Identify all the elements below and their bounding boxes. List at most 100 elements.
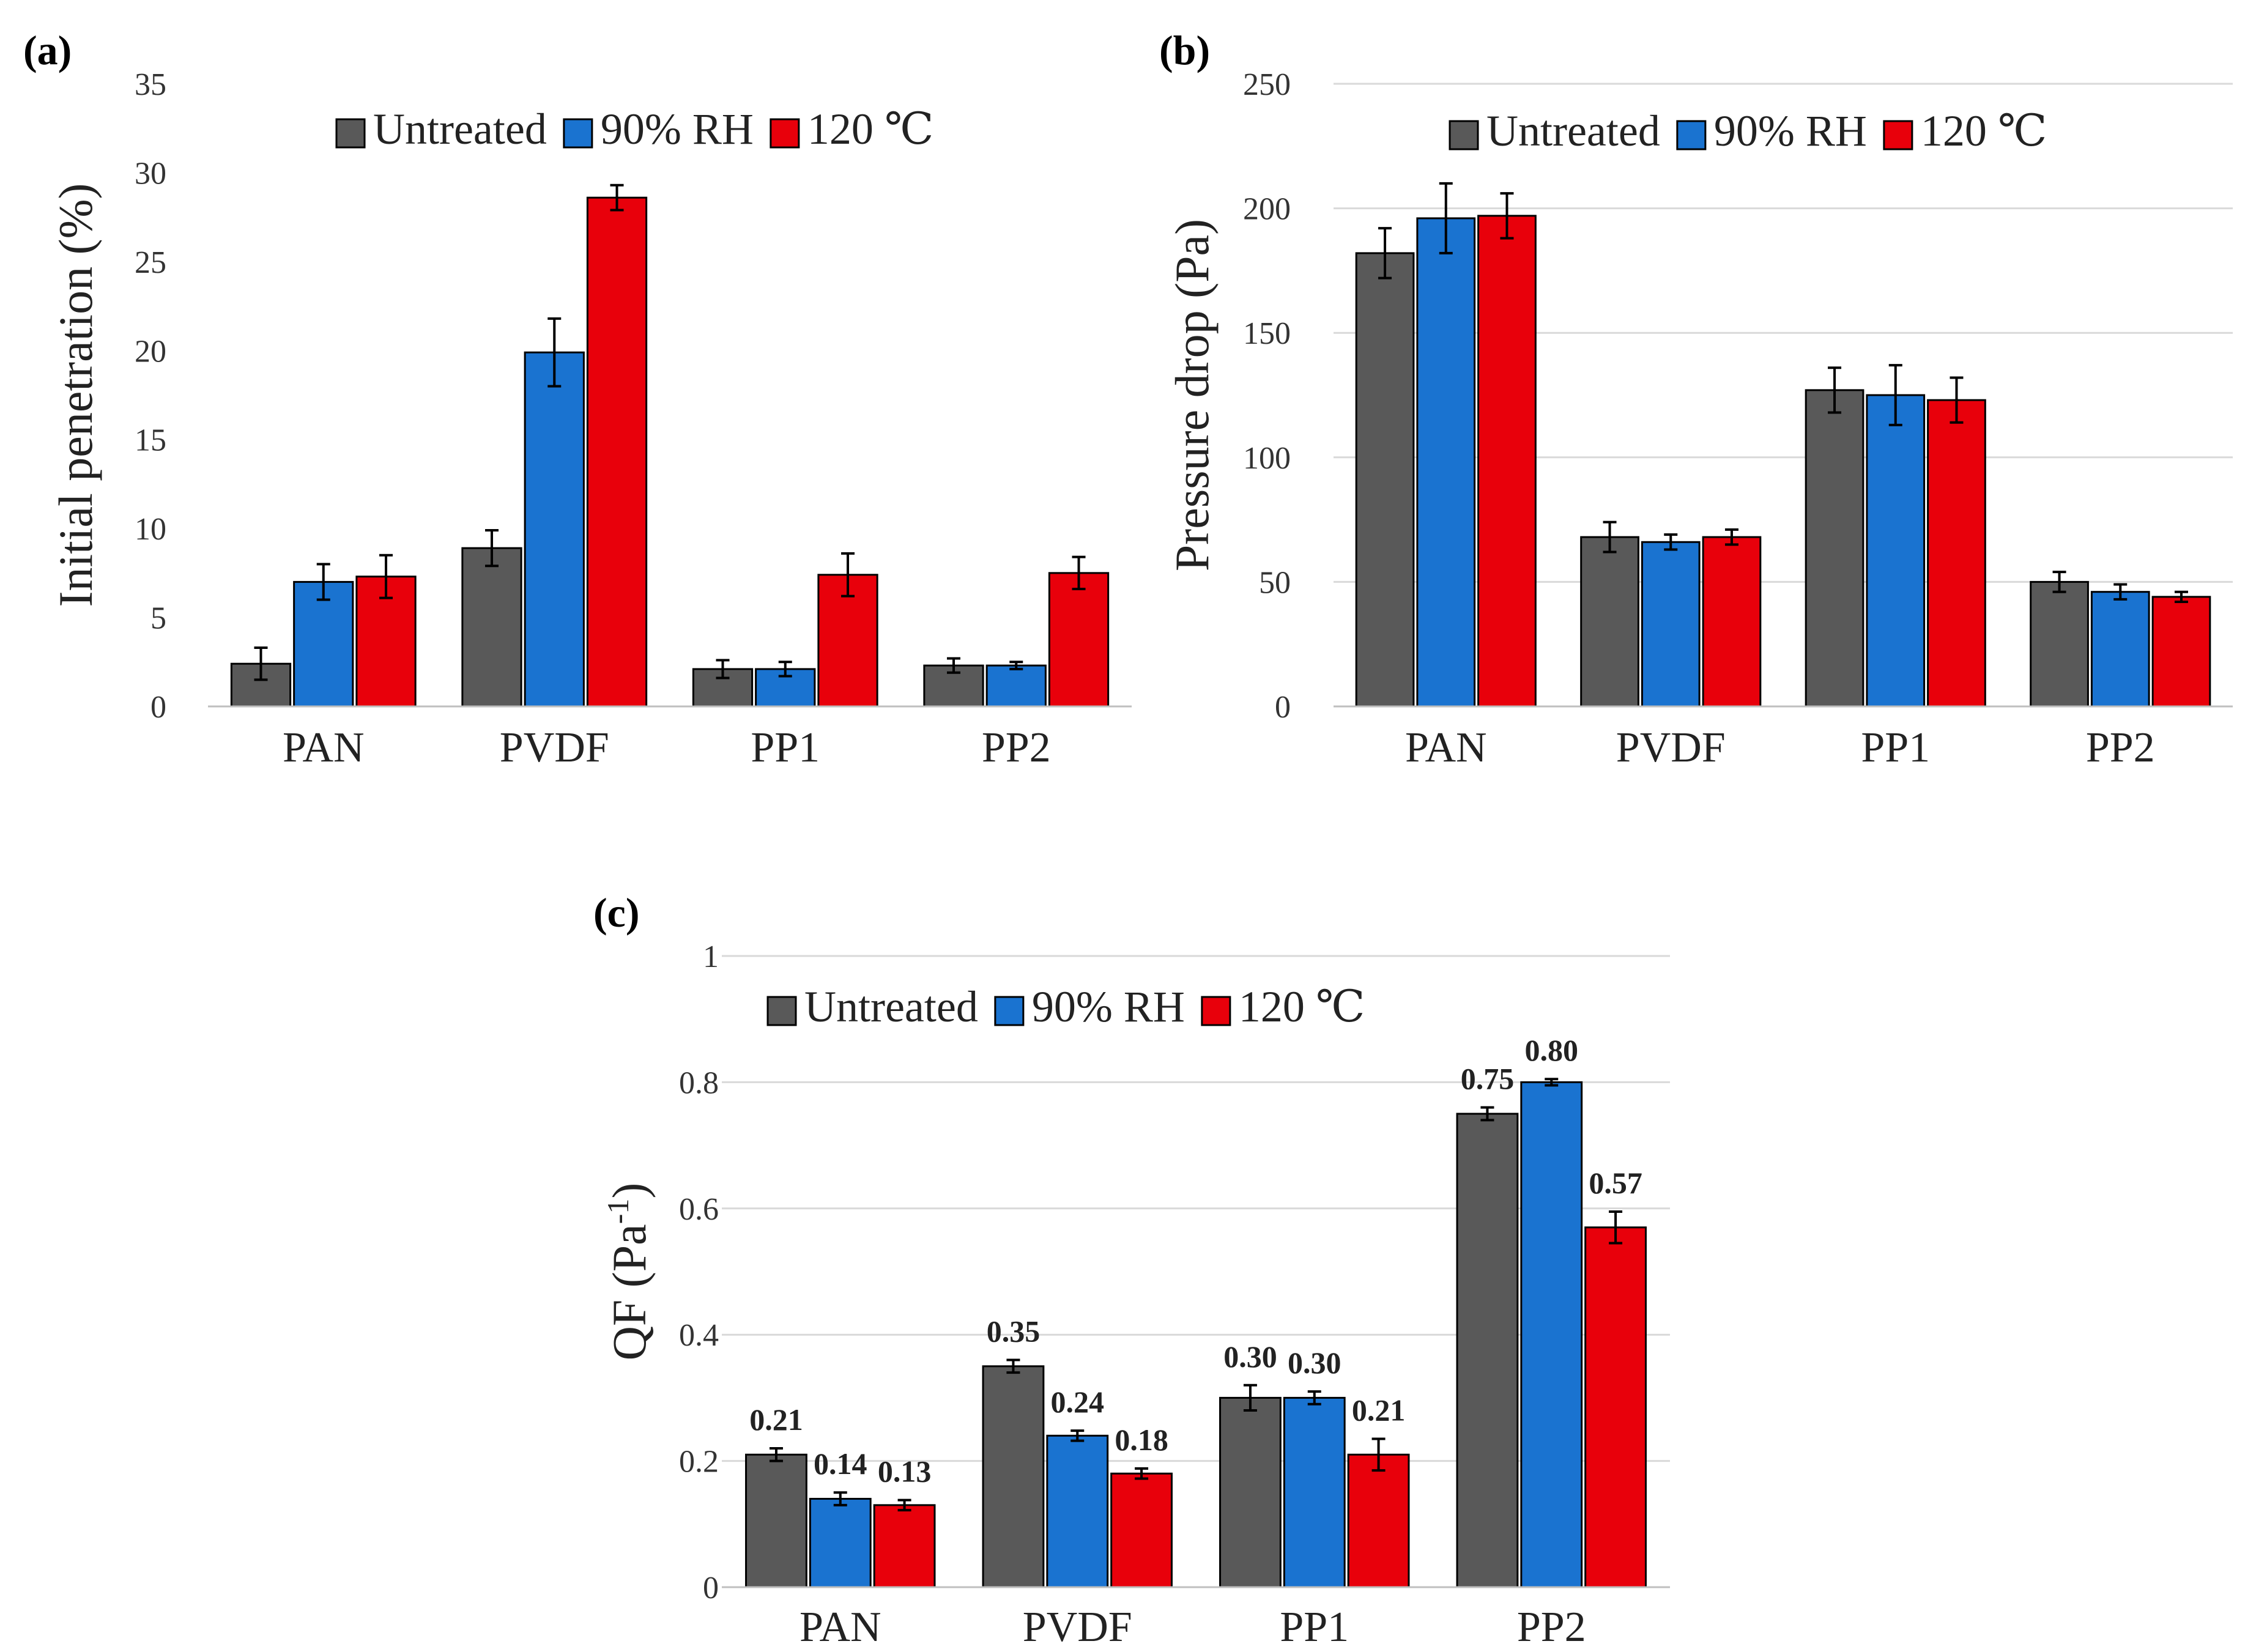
y-axis-label: Initial penetration (%) [49,183,102,607]
bar-pp1-s1 [1219,1396,1282,1588]
y-tick-label: 250 [1243,67,1291,102]
bar-pvdf-s2 [524,351,585,708]
legend-swatch-2 [1676,120,1707,150]
y-tick-label: 0 [703,1571,719,1606]
bar-pp2-s3 [1584,1226,1647,1588]
data-label: 0.24 [1051,1385,1105,1419]
panel-label: (a) [23,27,72,73]
data-label: 0.30 [1223,1339,1277,1374]
legend-label-3: 120 ℃ [807,105,934,154]
y-tick-label: 0 [1275,690,1291,725]
legend-swatch-2 [994,996,1025,1026]
y-tick-label: 0.2 [679,1445,719,1480]
legend-swatch-3 [770,118,800,149]
x-tick-label: PVDF [1023,1604,1132,1651]
data-label: 0.35 [987,1314,1041,1348]
y-tick-label: 20 [135,334,166,369]
bar-pp1-s3 [1927,399,1986,708]
bar-pvdf-s3 [586,196,648,708]
y-tick-label: 0 [150,690,166,725]
bar-pvdf-s3 [1110,1472,1173,1588]
bar-pvdf-s3 [1702,536,1762,708]
legend-label-3: 120 ℃ [1239,982,1365,1031]
legend-label-1: Untreated [1486,106,1660,155]
x-tick-label: PVDF [1616,724,1726,771]
legend-label-1: Untreated [373,105,547,154]
chart-panel-1: (a) 0 5 10 15 20 25 30 35 PAN PVDF PP1 PP2 Initial pe… [23,27,1132,771]
panel-label: (b) [1159,27,1210,73]
bar-pvdf-s2 [1046,1434,1109,1588]
bar-pvdf-s1 [461,547,522,708]
bar-pp2-s3 [1048,572,1110,708]
panel-label: (c) [593,889,639,936]
y-tick-label: 150 [1243,316,1291,351]
y-tick-label: 200 [1243,192,1291,227]
data-label: 0.21 [1352,1393,1406,1427]
x-tick-label: PP1 [1861,724,1930,771]
bar-pan-s2 [809,1498,872,1588]
y-axis-label: Pressure drop (Pa) [1165,219,1219,571]
legend-label-3: 120 ℃ [1921,106,2047,155]
x-tick-label: PVDF [500,724,609,771]
y-tick-label: 50 [1259,565,1291,600]
x-tick-label: PP1 [751,724,820,771]
legend-swatch-1 [335,118,366,149]
bar-pp2-s2 [2090,591,2150,708]
y-tick-label: 15 [135,423,166,458]
bar-pp1-s3 [1347,1453,1410,1588]
bar-pan-s3 [873,1504,936,1588]
y-tick-label: 100 [1243,441,1291,476]
bar-pan-s3 [1477,215,1537,708]
legend-swatch-1 [766,996,797,1026]
legend-swatch-3 [1201,996,1231,1026]
bar-pp1-s1 [1805,389,1865,708]
bar-pp2-s3 [2151,596,2211,708]
y-tick-label: 1 [703,939,719,974]
bar-pvdf-s2 [1641,541,1701,708]
x-tick-label: PP2 [982,724,1051,771]
data-label: 0.14 [814,1446,867,1481]
data-label: 0.21 [749,1402,803,1437]
bar-pp2-s1 [1456,1113,1519,1588]
y-tick-label: 0.8 [679,1065,719,1100]
legend-label-2: 90% RH [601,105,754,154]
chart-panel-2: (b) 0 50 100 150 200 250 PAN PVDF PP1 PP2 Pressure … [1159,27,2233,771]
bar-pvdf-s1 [1580,536,1639,708]
bar-pan-s1 [1355,252,1415,708]
y-tick-label: 0.4 [679,1318,719,1353]
legend-swatch-1 [1449,120,1479,150]
x-tick-label: PAN [283,724,365,771]
data-label: 0.75 [1461,1062,1515,1096]
legend-swatch-3 [1883,120,1913,150]
bar-pp2-s2 [985,664,1047,708]
data-label: 0.13 [878,1454,932,1489]
y-tick-label: 10 [135,512,166,547]
legend-label-1: Untreated [804,982,978,1031]
bar-pp1-s2 [1866,394,1926,708]
y-tick-label: 30 [135,156,166,191]
legend-swatch-2 [563,118,593,149]
legend-label-2: 90% RH [1714,106,1867,155]
y-tick-label: 25 [135,245,166,280]
legend: Untreated 90% RH 120 ℃ [1449,106,2047,155]
bar-pp1-s2 [1283,1396,1346,1588]
y-axis-label: QF (Pa-1) [601,1183,656,1361]
x-tick-label: PP2 [2086,724,2155,771]
data-label: 0.18 [1115,1423,1168,1457]
legend-label-2: 90% RH [1032,982,1185,1031]
x-tick-label: PAN [800,1604,881,1651]
data-label: 0.30 [1288,1346,1341,1380]
y-tick-label: 0.6 [679,1192,719,1227]
x-tick-label: PAN [1405,724,1487,771]
x-tick-label: PP1 [1280,1604,1349,1651]
bar-pp2-s1 [2030,580,2089,708]
bar-pp2-s2 [1520,1081,1583,1588]
x-tick-label: PP2 [1517,1604,1586,1651]
bar-pvdf-s1 [982,1365,1045,1588]
chart-panel-3: (c) 0 0.2 0.4 0.6 0.8 1 0.21 0.35 0.30 0.75 0.14 0.2… [593,889,1670,1651]
bar-pan-s2 [1416,217,1476,708]
legend: Untreated 90% RH 120 ℃ [335,105,934,154]
y-tick-label: 5 [150,601,166,636]
y-tick-label: 35 [135,67,166,102]
